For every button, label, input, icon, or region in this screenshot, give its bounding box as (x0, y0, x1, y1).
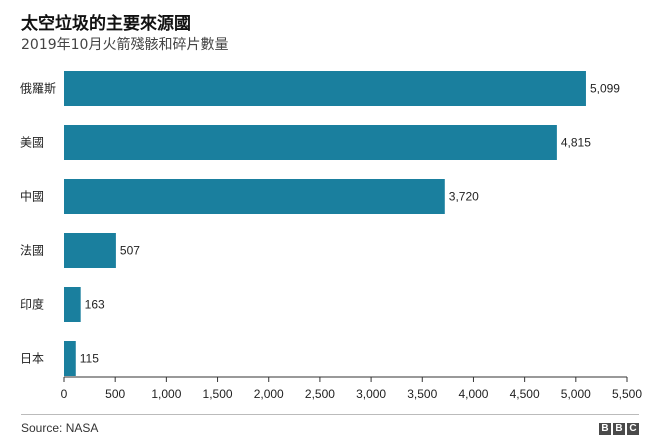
value-label: 163 (85, 298, 105, 312)
bar (64, 233, 116, 268)
category-label: 俄羅斯 (20, 82, 56, 96)
bar (64, 71, 586, 106)
x-tick-label: 2,500 (305, 387, 335, 401)
x-tick-label: 5,000 (561, 387, 591, 401)
bar (64, 287, 81, 322)
x-tick-label: 5,500 (612, 387, 642, 401)
x-tick-label: 1,000 (151, 387, 181, 401)
category-label: 印度 (20, 297, 44, 312)
value-label: 3,720 (449, 190, 479, 204)
category-label: 美國 (20, 136, 44, 150)
x-tick-label: 3,500 (407, 387, 437, 401)
value-label: 507 (120, 244, 140, 258)
x-tick-label: 4,500 (510, 387, 540, 401)
value-label: 5,099 (590, 82, 620, 96)
value-label: 4,815 (561, 136, 591, 150)
x-tick-label: 1,500 (203, 387, 233, 401)
x-tick-label: 3,000 (356, 387, 386, 401)
bar (64, 341, 76, 376)
bbc-logo-letter: C (627, 423, 639, 435)
category-label: 中國 (20, 189, 44, 204)
category-label: 法國 (20, 244, 44, 258)
source-note: Source: NASA (21, 421, 99, 435)
x-tick-label: 4,000 (458, 387, 488, 401)
bar (64, 125, 557, 160)
x-tick-label: 500 (105, 387, 125, 401)
bbc-logo: B B C (599, 423, 639, 435)
category-label: 日本 (20, 352, 44, 366)
x-tick-label: 2,000 (254, 387, 284, 401)
bbc-logo-letter: B (599, 423, 611, 435)
footer-divider (21, 414, 639, 415)
chart-subtitle: 2019年10月火箭殘骸和碎片數量 (21, 37, 229, 53)
chart-title: 太空垃圾的主要來源國 (21, 14, 191, 34)
value-label: 115 (80, 352, 99, 366)
bbc-logo-letter: B (613, 423, 625, 435)
bar (64, 179, 445, 214)
x-tick-label: 0 (61, 387, 68, 401)
